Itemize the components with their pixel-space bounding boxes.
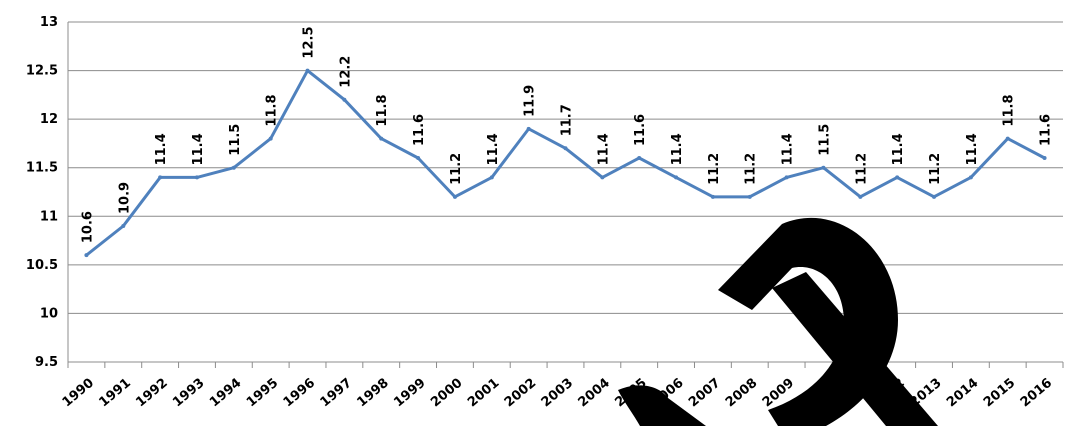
data-label: 10.6 (80, 211, 95, 243)
y-tick-label: 12.5 (26, 64, 58, 79)
data-label: 11.6 (412, 114, 427, 146)
overlay-left-stroke (618, 385, 706, 426)
data-label: 11.6 (1039, 114, 1054, 146)
x-tick-label: 1993 (170, 376, 207, 411)
data-point (1042, 156, 1047, 160)
data-label: 10.9 (117, 182, 132, 214)
y-tick-label: 11 (40, 209, 58, 224)
data-label: 11.4 (781, 133, 796, 165)
x-tick-label: 1995 (244, 376, 281, 411)
data-point (674, 175, 679, 180)
x-tick-label: 2008 (723, 376, 760, 411)
y-tick-label: 10.5 (26, 258, 58, 273)
data-point (784, 175, 789, 180)
x-tick-label: 2003 (539, 376, 576, 411)
data-point (895, 175, 900, 180)
data-label: 11.2 (449, 153, 464, 185)
data-label: 11.2 (854, 153, 869, 185)
data-label: 11.7 (560, 104, 575, 136)
data-point (932, 194, 937, 199)
data-labels: 10.6 10.9 11.4 11.4 11.5 11.8 12.5 12.2 11.8 11.6… (80, 26, 1053, 243)
x-tick-label: 2007 (686, 376, 723, 411)
data-point (1005, 136, 1010, 141)
data-label: 11.4 (596, 133, 611, 165)
data-point (452, 194, 457, 199)
x-tick-label: 2016 (1018, 376, 1055, 411)
x-tick-label: 2015 (981, 376, 1018, 411)
data-label: 11.4 (154, 133, 169, 165)
x-tick-label: 2000 (428, 376, 465, 411)
axes (67, 22, 1064, 368)
data-label: 11.5 (817, 124, 832, 156)
data-point (563, 146, 568, 151)
data-point (121, 224, 126, 228)
data-label: 11.6 (633, 114, 648, 146)
data-label: 11.2 (744, 153, 759, 185)
data-point (968, 175, 973, 180)
y-tick-labels: 9.5 10 10.5 11 11.5 12 12.5 13 (26, 15, 58, 370)
data-label: 11.8 (265, 94, 280, 126)
data-label: 11.4 (191, 133, 206, 165)
x-tick-label: 1990 (60, 376, 97, 411)
data-point (821, 165, 826, 170)
y-tick-label: 10 (40, 306, 58, 321)
x-tick-label: 1994 (207, 376, 244, 411)
y-tick-label: 9.5 (35, 355, 58, 370)
x-tick-label: 1992 (133, 376, 170, 411)
data-point (710, 194, 715, 199)
data-label: 11.5 (228, 124, 243, 156)
data-label: 12.5 (302, 26, 317, 58)
data-point (158, 175, 163, 180)
data-point (305, 68, 310, 73)
data-point (600, 175, 605, 180)
data-point (379, 136, 384, 141)
data-point (526, 126, 531, 131)
data-label: 11.2 (707, 153, 722, 185)
x-tick-label: 1997 (318, 376, 355, 411)
data-point (268, 136, 273, 141)
x-tick-label: 1999 (391, 376, 428, 411)
data-label: 11.4 (486, 133, 501, 165)
data-point (416, 156, 421, 160)
data-label: 11.4 (965, 133, 980, 165)
data-point (489, 175, 494, 180)
data-point (194, 175, 199, 180)
data-point (342, 97, 347, 102)
x-tick-label: 2002 (502, 376, 539, 411)
y-tick-label: 11.5 (26, 161, 58, 176)
data-point (231, 165, 236, 170)
data-point (637, 156, 642, 160)
grid-lines (68, 21, 1063, 363)
data-label: 11.2 (928, 153, 943, 185)
y-tick-label: 13 (40, 15, 58, 30)
data-label: 11.9 (523, 85, 538, 117)
x-tick-label: 2014 (944, 376, 981, 411)
data-label: 11.4 (670, 133, 685, 165)
series-layer (84, 68, 1047, 258)
x-tick-label: 2001 (465, 376, 502, 411)
x-tick-label: 1996 (281, 376, 318, 411)
x-tick-label: 1998 (354, 376, 391, 411)
x-tick-label: 2004 (576, 376, 613, 411)
overlay-brush-strokes (618, 217, 938, 426)
data-point (84, 253, 89, 258)
data-label: 11.8 (375, 94, 390, 126)
y-tick-label: 12 (40, 112, 58, 127)
x-tick-label: 1991 (96, 376, 133, 411)
data-label: 12.2 (338, 56, 353, 88)
data-point (747, 194, 752, 199)
data-label: 11.8 (1002, 94, 1017, 126)
overlay-diagonal-stroke (772, 272, 938, 426)
data-point (858, 194, 863, 199)
data-label: 11.4 (891, 133, 906, 165)
